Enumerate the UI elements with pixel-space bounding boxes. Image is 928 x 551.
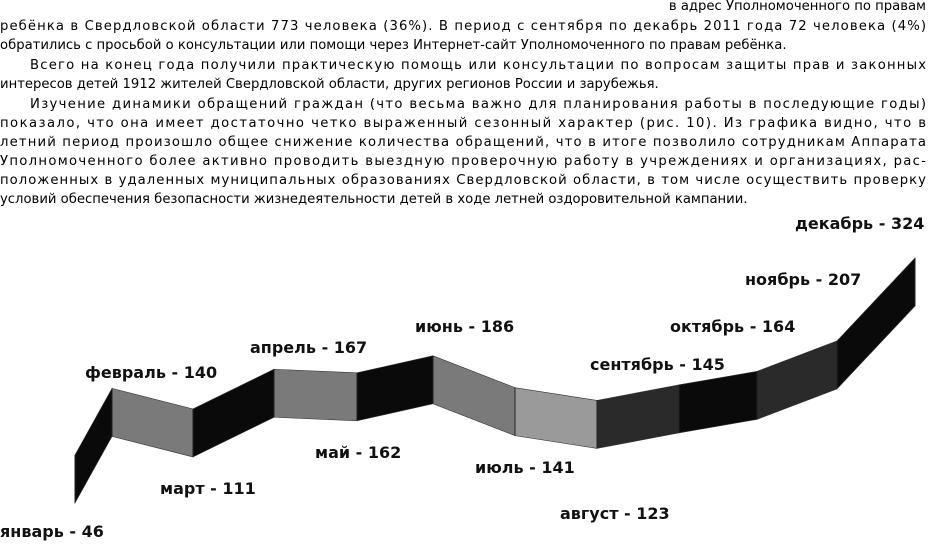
value-label: март - 111 — [160, 479, 256, 498]
value-label: январь - 46 — [0, 522, 104, 541]
ribbon-segment — [74, 387, 113, 505]
ribbon-segment — [596, 384, 680, 449]
value-label: ноябрь - 207 — [745, 270, 861, 289]
value-label: сентябрь - 145 — [590, 355, 725, 374]
text-line: положенных в удаленных муниципальных обр… — [0, 172, 926, 188]
ribbon-segment — [192, 368, 275, 458]
value-label: декабрь - 324 — [795, 214, 924, 233]
value-label: май - 162 — [315, 443, 401, 462]
text-line: летний период произошло общее снижение к… — [0, 134, 926, 150]
text-line: условий обеспечения безопасности жизнеде… — [0, 191, 748, 207]
ribbon-segment — [756, 340, 838, 420]
value-label: февраль - 140 — [85, 363, 217, 382]
text-line: обратились с просьбой о консультации или… — [0, 37, 787, 53]
value-label: июль - 141 — [475, 458, 575, 477]
ribbon-segment — [514, 387, 598, 449]
ribbon-segment — [678, 371, 758, 434]
value-label: апрель - 167 — [250, 338, 367, 357]
ribbon-segment — [356, 355, 434, 422]
ribbon-segment — [273, 368, 358, 422]
ribbon-segment — [432, 355, 516, 437]
text-line: интересов детей 1912 жителей Свердловско… — [0, 76, 659, 92]
value-label: август - 123 — [560, 504, 670, 523]
text-line: в адрес Уполномоченного по правам — [669, 0, 926, 14]
text-line: показало, что она имеет достаточно четко… — [0, 116, 926, 131]
value-label: июнь - 186 — [415, 317, 514, 336]
text-line: Уполномоченного более активно проводить … — [0, 153, 926, 169]
text-line: Изучение динамики обращений граждан (что… — [30, 96, 926, 112]
ribbon-segment — [111, 388, 194, 458]
text-line: Всего на конец года получили практическу… — [30, 58, 926, 73]
text-line: ребёнка в Свердловской области 773 челов… — [0, 18, 926, 34]
value-label: октябрь - 164 — [670, 317, 795, 336]
